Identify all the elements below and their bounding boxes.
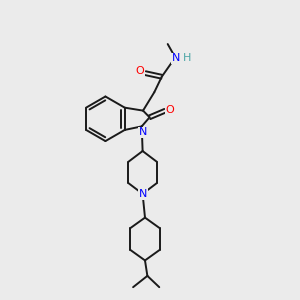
Text: O: O: [166, 105, 175, 115]
Text: H: H: [183, 53, 191, 63]
Text: O: O: [135, 66, 144, 76]
Text: N: N: [138, 189, 147, 199]
Text: N: N: [172, 53, 180, 63]
Text: N: N: [139, 127, 147, 137]
